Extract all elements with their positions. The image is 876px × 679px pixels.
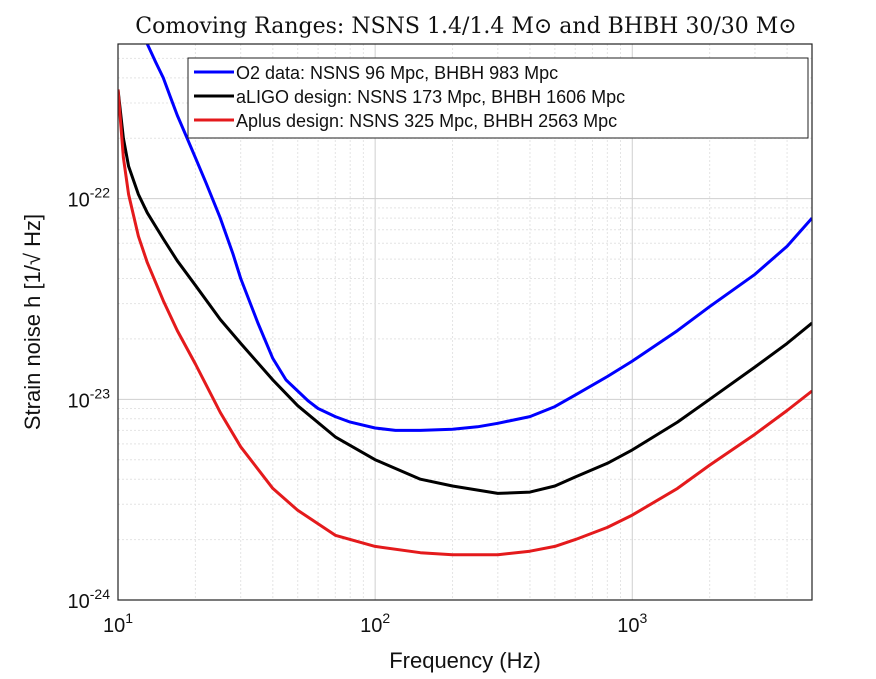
y-tick-label: 10-24 (68, 586, 111, 613)
legend-label: Aplus design: NSNS 325 Mpc, BHBH 2563 Mp… (236, 111, 617, 131)
y-axis-label: Strain noise h [1/√ Hz] (20, 214, 45, 430)
series-line-1 (145, 44, 812, 432)
y-tick-labels: 10-24 10-23 10-22 (68, 185, 111, 613)
legend: O2 data: NSNS 96 Mpc, BHBH 983 Mpc aLIGO … (187, 57, 809, 139)
series-line-3 (118, 89, 812, 557)
series-line-2 (118, 89, 812, 495)
x-axis-label: Frequency (Hz) (389, 648, 541, 673)
legend-box (187, 57, 809, 139)
series-layer (118, 44, 812, 557)
y-tick-label: 10-23 (68, 385, 111, 412)
x-tick-label: 101 (103, 610, 133, 637)
chart-title: Comoving Ranges: NSNS 1.4/1.4 M⊙ and BHB… (135, 14, 796, 39)
plot-frame (117, 43, 813, 601)
y-tick-label: 10-22 (68, 185, 111, 212)
legend-label: aLIGO design: NSNS 173 Mpc, BHBH 1606 Mp… (236, 87, 625, 107)
x-tick-label: 102 (360, 610, 390, 637)
x-tick-label: 103 (617, 610, 647, 637)
legend-label: O2 data: NSNS 96 Mpc, BHBH 983 Mpc (236, 63, 558, 83)
x-tick-labels: 101 102 103 (103, 610, 648, 637)
